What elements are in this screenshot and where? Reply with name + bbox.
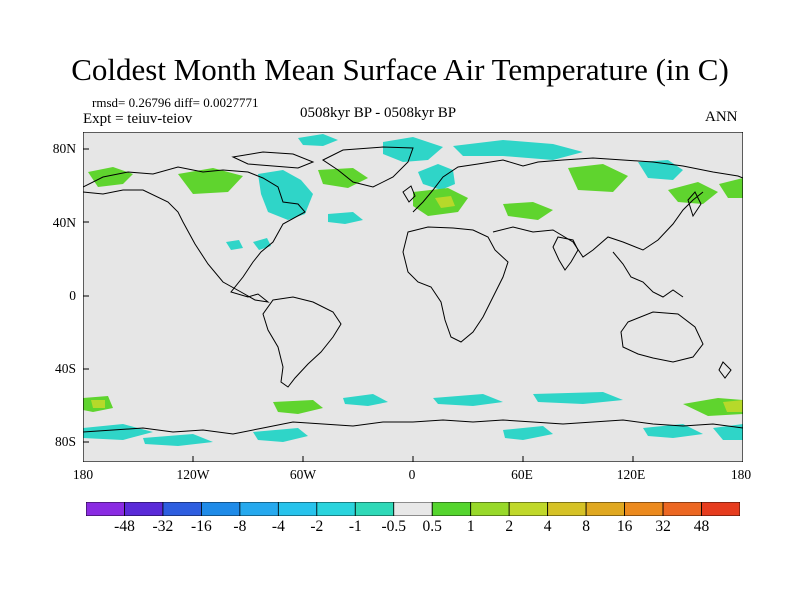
lat-label-40s: 40S xyxy=(54,361,76,376)
green-patch-south-america xyxy=(273,400,323,414)
colorbar-label: 48 xyxy=(693,518,710,535)
cyan-patch-southern-3 xyxy=(533,392,623,404)
colorbar-label: -4 xyxy=(271,518,285,535)
colorbar-label: -0.5 xyxy=(381,518,407,535)
colorbar-swatch xyxy=(354,502,395,516)
lon-label-180w: 180 xyxy=(72,467,94,482)
colorbar-label: -1 xyxy=(348,518,362,535)
colorbar-swatch xyxy=(701,502,740,516)
lat-label-80s: 80S xyxy=(54,434,76,449)
coast-uk xyxy=(402,185,416,203)
coast-africa xyxy=(402,226,509,343)
colorbar-label: 16 xyxy=(616,518,633,535)
colorbar-label: 8 xyxy=(582,518,590,535)
lon-label-120e: 120E xyxy=(616,467,646,482)
cyan-patch-scandinavia xyxy=(418,164,455,190)
green-patch-central-asia xyxy=(503,202,553,220)
coast-asia xyxy=(492,191,704,258)
lat-label-40n: 40N xyxy=(52,215,76,230)
colorbar-swatch xyxy=(585,502,625,516)
colorbar-label: -48 xyxy=(114,518,135,535)
cyan-patch-antarctic-2 xyxy=(143,434,213,446)
colorbar-swatch xyxy=(662,502,702,516)
green-patch-canada xyxy=(178,168,243,194)
cyan-patch-antarctic-4 xyxy=(503,426,553,440)
coast-south-america xyxy=(262,296,342,388)
coast-japan xyxy=(687,191,702,218)
colorbar-label: 2 xyxy=(505,518,514,535)
coast-north-america xyxy=(83,166,306,303)
cyan-patch-southern-1 xyxy=(343,394,388,406)
lon-label-0: 0 xyxy=(408,467,416,482)
cyan-patch-greenland xyxy=(383,137,443,162)
colorbar-swatch xyxy=(277,502,318,516)
cyan-patch-antarctic-5 xyxy=(643,424,703,438)
coast-canadian-arctic xyxy=(231,151,315,169)
colorbar-label: 4 xyxy=(543,518,552,535)
map-background xyxy=(83,132,743,462)
colorbar-swatch xyxy=(470,502,510,516)
lon-label-60w: 60W xyxy=(289,467,317,482)
colorbar-swatch xyxy=(393,502,433,516)
lat-label-0: 0 xyxy=(69,288,76,303)
axis-ticks xyxy=(83,148,634,462)
cyan-patch-pacific xyxy=(226,240,243,250)
coastlines xyxy=(83,146,743,435)
colorbar-swatch xyxy=(624,502,664,516)
colorbar-swatch xyxy=(431,502,472,516)
lon-label-120w: 120W xyxy=(176,467,210,482)
green-patch-alaska xyxy=(88,167,133,187)
coast-india xyxy=(552,236,579,271)
page-title: Coldest Month Mean Surface Air Temperatu… xyxy=(71,52,729,87)
coast-greenland xyxy=(322,146,414,188)
coast-southeast-asia xyxy=(612,251,684,298)
colorbar-swatch xyxy=(508,502,549,516)
world-map xyxy=(83,132,743,462)
coast-europe xyxy=(412,157,743,213)
lon-label-180e: 180 xyxy=(730,467,752,482)
colorbar-label: -2 xyxy=(310,518,324,535)
cyan-patch-north-america xyxy=(258,170,313,220)
colorbar-swatch xyxy=(316,502,356,516)
yellowgreen-patch-pacific-sw xyxy=(91,400,105,408)
season-label: ANN xyxy=(705,109,738,125)
cyan-patch-southern-2 xyxy=(433,394,503,406)
cyan-patch-antarctic-3 xyxy=(253,428,308,442)
colorbar-label: 1 xyxy=(466,518,475,535)
lat-label-80n: 80N xyxy=(52,141,76,156)
colorbar xyxy=(86,502,740,516)
experiment-label: Expt = teiuv-teiov xyxy=(83,111,193,127)
colorbar-swatch xyxy=(201,502,241,516)
colorbar-label: 0.5 xyxy=(422,518,442,535)
cyan-patch-atlantic xyxy=(328,212,363,224)
cyan-patch-arctic-east xyxy=(453,140,583,160)
cyan-patch-antarctic-6 xyxy=(713,424,743,440)
cyan-patch-arctic-north xyxy=(298,134,338,146)
colorbar-swatch xyxy=(124,502,164,516)
colorbar-label: -32 xyxy=(152,518,174,535)
lon-label-60e: 60E xyxy=(511,467,533,482)
colorbar-swatch xyxy=(547,502,587,516)
green-patch-pacific-ne xyxy=(719,178,743,198)
yellowgreen-patch-southern-east xyxy=(723,400,743,412)
green-patch-east-siberia xyxy=(568,164,628,192)
coast-antarctica xyxy=(83,419,743,435)
colorbar-swatch xyxy=(162,502,202,516)
stats-text: rmsd= 0.26796 diff= 0.0027771 xyxy=(92,95,259,110)
colorbar-label: -8 xyxy=(233,518,247,535)
colorbar-swatch xyxy=(239,502,279,516)
colorbar-swatch xyxy=(86,502,125,516)
colorbar-label: -16 xyxy=(191,518,212,535)
yellowgreen-patch-europe xyxy=(435,196,455,208)
green-patch-far-east xyxy=(668,182,718,204)
coast-new-zealand xyxy=(718,361,732,379)
coast-australia xyxy=(620,311,704,363)
period-label: 0508kyr BP - 0508kyr BP xyxy=(300,105,457,121)
anomaly-patches xyxy=(83,134,743,446)
colorbar-label: 32 xyxy=(655,518,671,535)
